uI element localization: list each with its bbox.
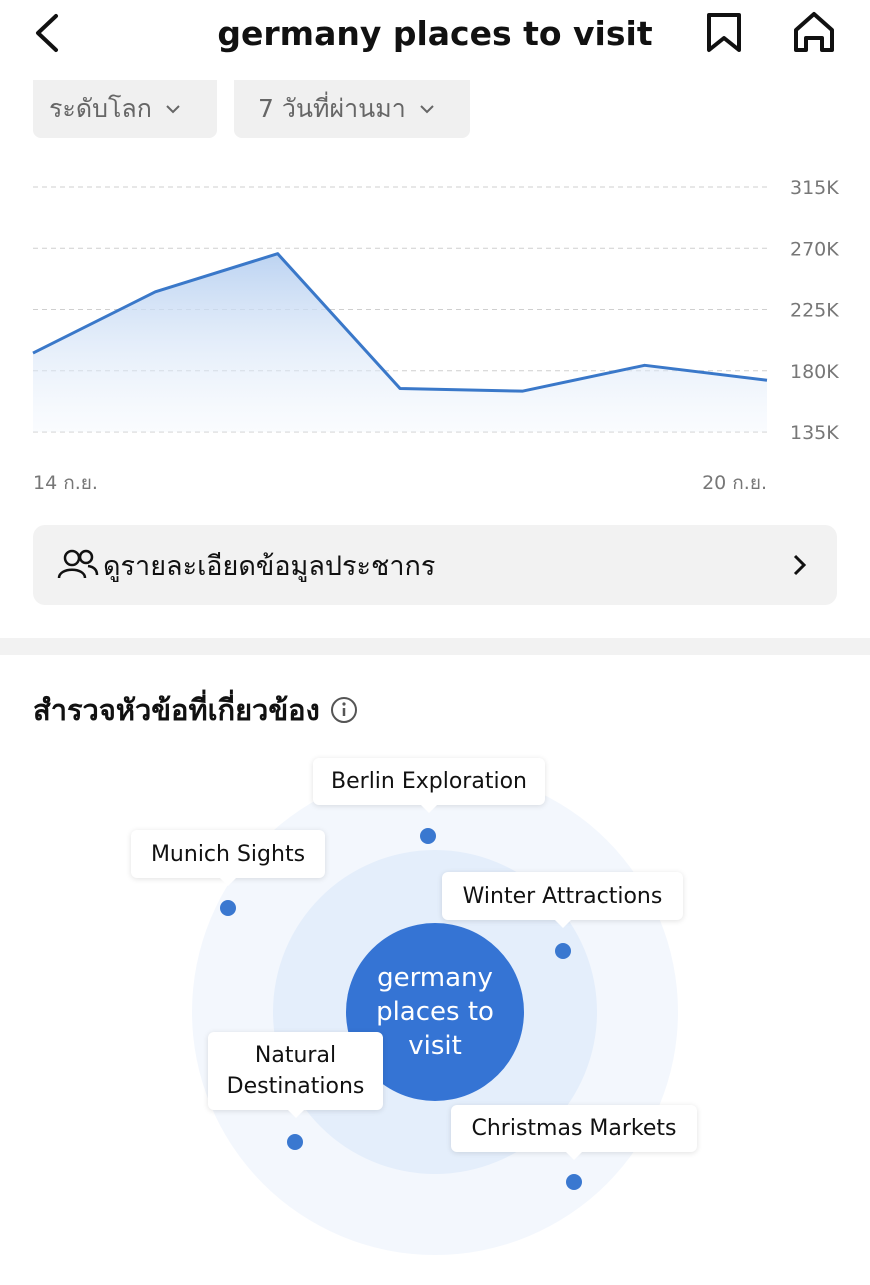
topic-tag[interactable]: Munich Sights <box>131 830 325 886</box>
filter-chip[interactable]: 7 วันที่ผ่านมา <box>234 80 470 138</box>
topic-dot <box>420 828 436 844</box>
x-tick-label: 20 ก.ย. <box>702 472 767 494</box>
area <box>33 253 767 432</box>
topic-tag[interactable]: Berlin Exploration <box>313 758 545 813</box>
filter-label: ระดับโลก <box>49 94 152 123</box>
chevron <box>166 105 180 114</box>
y-tick-label: 225K <box>790 300 839 322</box>
page-title: germany places to visit <box>217 14 653 53</box>
trend-chart: 135K 180K 225K 270K 315K 14 ก.ย. 20 ก.ย. <box>32 177 839 494</box>
y-tick-label: 270K <box>790 238 839 260</box>
demographics-button[interactable]: ดูรายละเอียดข้อมูลประชากร <box>33 525 837 605</box>
center-circle <box>346 923 524 1101</box>
home-button[interactable] <box>794 12 834 52</box>
y-tick-label: 180K <box>790 361 839 383</box>
section-title-text: สำรวจหัวข้อที่เกี่ยวข้อง <box>33 693 320 727</box>
header-icons <box>36 12 834 52</box>
filter-chip[interactable]: ระดับโลก <box>33 80 217 138</box>
topic-tag[interactable]: Natural Destinations <box>208 1032 383 1118</box>
filter-label: 7 วันที่ผ่านมา <box>258 94 406 123</box>
topic-dot <box>555 943 571 959</box>
button-label: ดูรายละเอียดข้อมูลประชากร <box>103 550 436 582</box>
topic-dot <box>287 1134 303 1150</box>
section-divider <box>0 638 870 655</box>
y-tick-label: 315K <box>790 177 839 199</box>
chevron <box>420 105 434 114</box>
topic-tag[interactable]: Christmas Markets <box>451 1105 697 1160</box>
center-topic: germany places to visit <box>376 963 494 1061</box>
topic-dot <box>220 900 236 916</box>
back-button[interactable] <box>36 14 58 52</box>
x-tick-label: 14 ก.ย. <box>33 472 98 494</box>
line <box>32 252 768 393</box>
topic-dot <box>566 1174 582 1190</box>
chevron <box>793 554 807 576</box>
bookmark-button[interactable] <box>707 13 741 52</box>
section-title: สำรวจหัวข้อที่เกี่ยวข้อง <box>33 688 358 732</box>
topic-tag[interactable]: Winter Attractions <box>442 872 683 928</box>
people-icon <box>57 549 99 579</box>
y-tick-label: 135K <box>790 422 839 444</box>
info-icon[interactable] <box>330 696 358 724</box>
